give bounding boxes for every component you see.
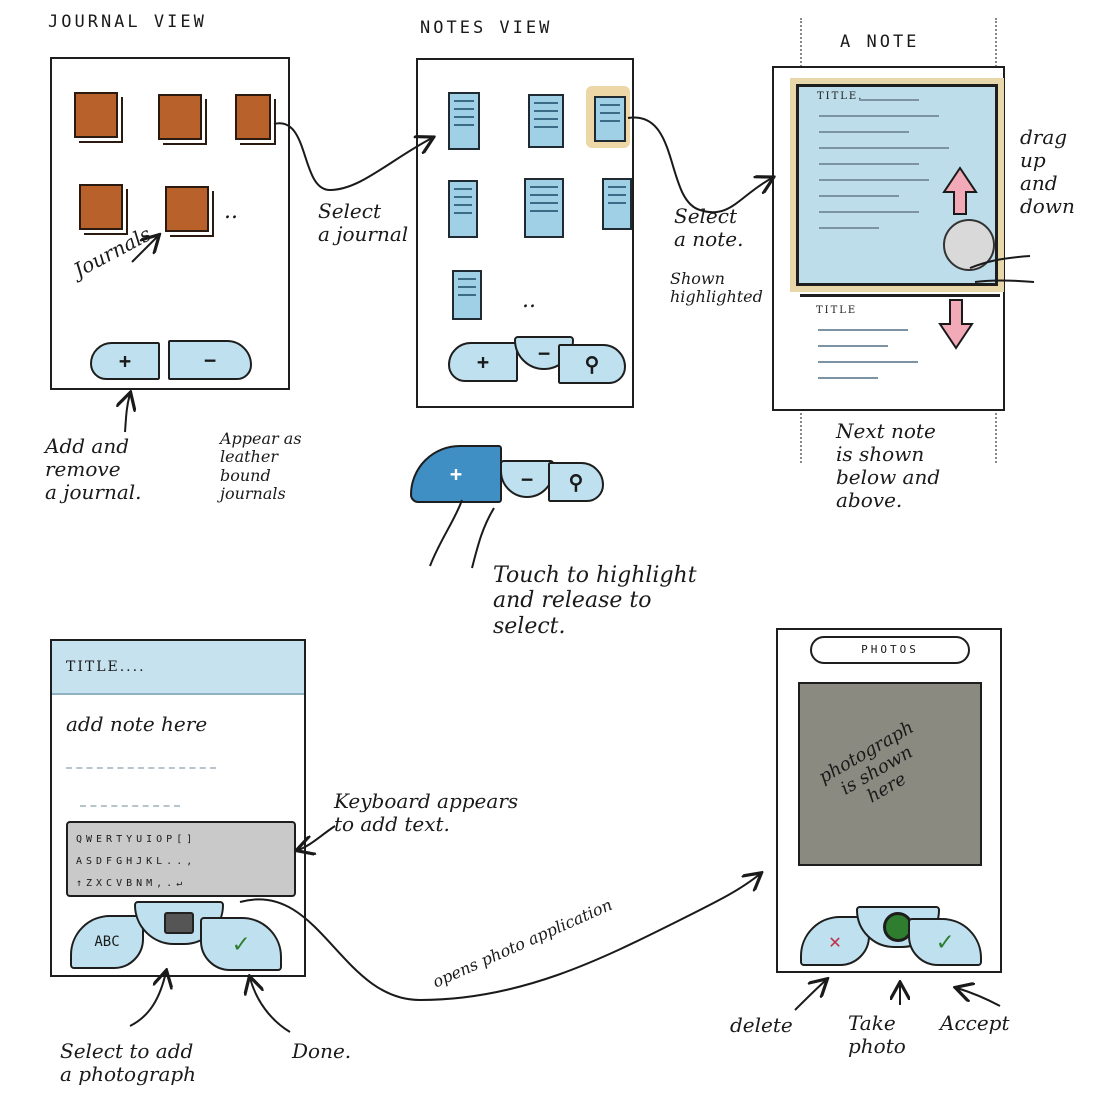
- minus-icon: −: [520, 467, 534, 491]
- journal-book[interactable]: [165, 186, 209, 232]
- finger-touch: [429, 499, 495, 569]
- journal-book[interactable]: [74, 92, 118, 138]
- arrow-accept-pointer: [957, 988, 1001, 1007]
- note-thumbnail[interactable]: [448, 180, 478, 238]
- notes-view-screen: .. + − ⚲: [416, 58, 634, 408]
- keyboard[interactable]: QWERTYUIOP[] ASDFGHJKL.., ↑ZXCVBNM,.↵: [66, 821, 296, 897]
- check-icon: ✓: [233, 929, 249, 959]
- accept-caption: Accept: [940, 1011, 1010, 1035]
- finger-drag: [969, 255, 1035, 283]
- leather-caption: Appear as leather bound journals: [220, 429, 302, 504]
- arrow-add-pointer: [125, 394, 130, 433]
- journal-book[interactable]: [79, 184, 123, 230]
- add-note-button[interactable]: +: [448, 342, 518, 382]
- note-screen: TITLE. TITLE: [772, 66, 1005, 411]
- arrow-journals-pointer: [131, 236, 158, 263]
- note-editor-screen: TITLE.... add note here QWERTYUIOP[] ASD…: [50, 639, 306, 977]
- plus-icon: +: [476, 350, 490, 374]
- add-journal-button[interactable]: +: [90, 342, 160, 380]
- arrow-keyboard-pointer: [298, 825, 336, 850]
- journal-book[interactable]: [158, 94, 202, 140]
- keyboard-row[interactable]: ASDFGHJKL..,: [76, 856, 197, 867]
- take-photo-caption: Take photo: [848, 1011, 906, 1058]
- add-remove-caption: Add and remove a journal.: [45, 434, 142, 504]
- note-thumbnail-selected[interactable]: [594, 96, 626, 142]
- select-photo-caption: Select to add a photograph: [60, 1039, 197, 1086]
- touch-demo-plus-button[interactable]: +: [410, 445, 502, 503]
- accept-photo-button[interactable]: ✓: [908, 918, 982, 966]
- drag-handle[interactable]: [943, 219, 995, 271]
- next-note-title: TITLE: [816, 305, 858, 316]
- search-icon: ⚲: [584, 352, 600, 376]
- note-thumbnail[interactable]: [524, 178, 564, 238]
- arrow-delete-pointer: [794, 980, 826, 1011]
- plus-icon: +: [118, 349, 132, 373]
- note-thumbnail[interactable]: [528, 94, 564, 148]
- check-icon: ✓: [937, 927, 953, 957]
- next-note-card: TITLE: [800, 294, 1000, 415]
- keyboard-caption: Keyboard appears to add text.: [334, 789, 519, 836]
- arrow-photo-button-pointer: [129, 972, 166, 1027]
- note-thumbnail[interactable]: [452, 270, 482, 320]
- done-caption: Done.: [292, 1039, 352, 1063]
- camera-icon: [164, 912, 194, 934]
- arrow-notes-to-note: [627, 116, 772, 214]
- search-note-button[interactable]: ⚲: [558, 344, 626, 384]
- minus-icon: −: [537, 341, 551, 365]
- drag-caption: drag up and down: [1020, 125, 1075, 218]
- next-note-caption: Next note is shown below and above.: [836, 419, 941, 512]
- done-button[interactable]: ✓: [200, 917, 282, 971]
- journal-view-screen: .. + −: [50, 57, 290, 390]
- delete-icon: ✕: [828, 929, 842, 953]
- abc-label: ABC: [94, 934, 120, 950]
- photos-header: PHOTOS: [810, 636, 970, 664]
- photos-screen: PHOTOS photograph is shown here ✕ ✓: [776, 628, 1002, 973]
- shown-highlighted-caption: Shown highlighted: [670, 269, 763, 307]
- notes-view-title: NOTES VIEW: [420, 18, 553, 38]
- journals-more-ellipsis: ..: [224, 199, 238, 224]
- arrow-journal-to-notes: [273, 122, 432, 192]
- touch-demo-search-button[interactable]: ⚲: [548, 462, 604, 502]
- note-title-label: TITLE.: [817, 91, 864, 102]
- keyboard-row[interactable]: QWERTYUIOP[]: [76, 834, 197, 845]
- delete-caption: delete: [730, 1013, 793, 1037]
- arrow-editor-to-photos: [239, 874, 760, 1002]
- up-arrow-icon: [942, 166, 978, 215]
- journal-book[interactable]: [235, 94, 271, 140]
- editor-title-bar: TITLE....: [52, 641, 304, 695]
- photograph: photograph is shown here: [798, 682, 982, 866]
- down-arrow-icon: [938, 299, 974, 350]
- journal-view-title: JOURNAL VIEW: [48, 12, 207, 32]
- search-icon: ⚲: [568, 470, 584, 494]
- select-journal-caption: Select a journal: [318, 199, 409, 246]
- editor-body-text[interactable]: add note here: [66, 712, 208, 736]
- keyboard-row[interactable]: ↑ZXCVBNM,.↵: [76, 878, 187, 889]
- note-thumbnail[interactable]: [448, 92, 480, 150]
- touch-caption: Touch to highlight and release to select…: [493, 563, 697, 639]
- notes-more-ellipsis: ..: [522, 288, 536, 313]
- note-thumbnail[interactable]: [602, 178, 632, 230]
- minus-icon: −: [203, 348, 217, 372]
- editor-title: TITLE....: [66, 659, 146, 675]
- a-note-title: A NOTE: [840, 32, 920, 52]
- arrow-done-pointer: [250, 978, 291, 1033]
- remove-journal-button[interactable]: −: [168, 340, 252, 380]
- plus-icon: +: [449, 462, 463, 486]
